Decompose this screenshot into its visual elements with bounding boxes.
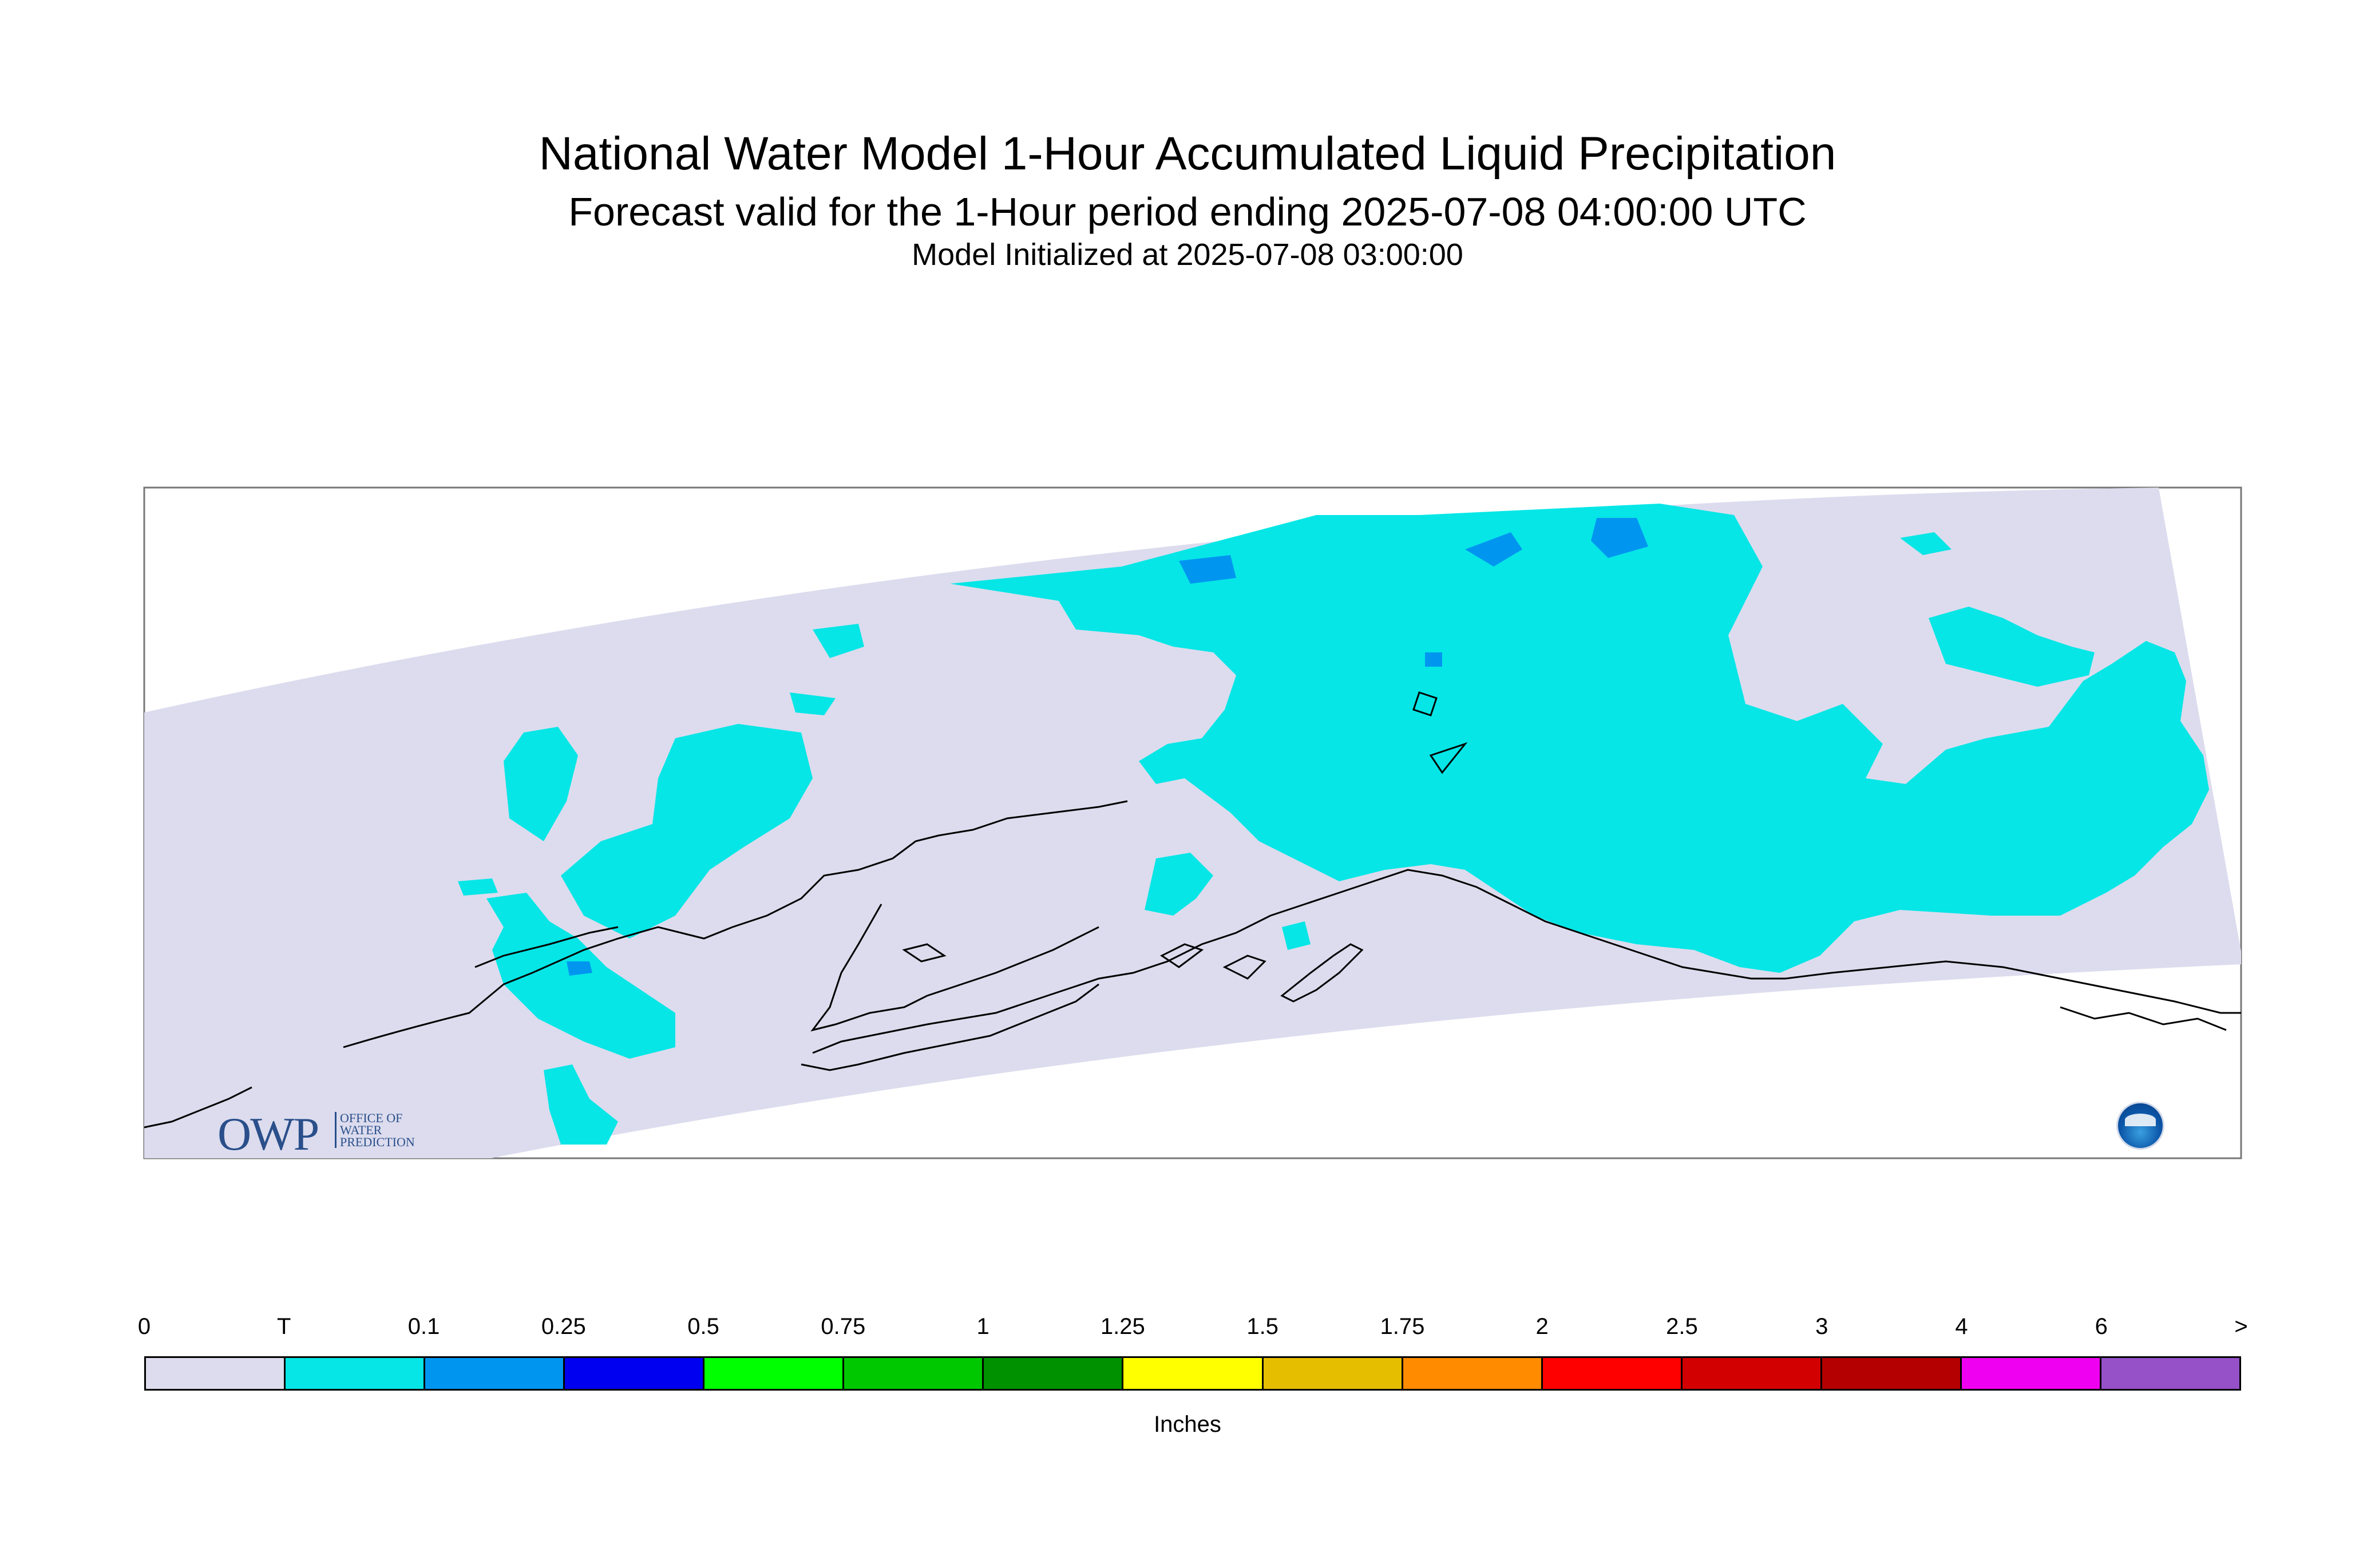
legend-swatch-2 bbox=[425, 1358, 565, 1389]
precip-area-east bbox=[1929, 607, 2095, 687]
legend-tick-label: 3 bbox=[1815, 1314, 1828, 1339]
precip-area-west-4 bbox=[544, 1064, 618, 1145]
legend-tick-label: 0.1 bbox=[407, 1314, 440, 1339]
owp-logo-text: OWP bbox=[217, 1108, 319, 1160]
precip-area-west-1 bbox=[504, 727, 578, 841]
legend-color-bar bbox=[144, 1356, 2241, 1391]
legend-units: Inches bbox=[1154, 1412, 1221, 1437]
precip-area-cook-inlet bbox=[1145, 853, 1213, 916]
coastline bbox=[144, 691, 2241, 1129]
precip-light-blue-2 bbox=[1465, 532, 1522, 567]
owp-logo-line-3: PREDICTION bbox=[340, 1135, 415, 1149]
legend-tick-label: 0.75 bbox=[821, 1314, 866, 1339]
legend-swatch-6 bbox=[984, 1358, 1124, 1389]
precip-light-blue-1 bbox=[1591, 518, 1648, 558]
coastline-south-peninsula bbox=[801, 983, 1099, 1071]
precip-light-blue-areas bbox=[567, 518, 1648, 976]
legend-swatch-0 bbox=[146, 1358, 286, 1389]
owp-logo: OWP OFFICE OF WATER PREDICTION bbox=[217, 1107, 415, 1161]
precip-light-blue-5 bbox=[1425, 652, 1442, 667]
owp-logo-line-1: OFFICE OF bbox=[340, 1111, 403, 1125]
precip-area-west-6 bbox=[813, 624, 864, 658]
precip-area-west-7 bbox=[458, 878, 498, 896]
precip-area-northeast bbox=[1900, 532, 1952, 555]
owp-logo-subtext: OFFICE OF WATER PREDICTION bbox=[335, 1111, 415, 1149]
owp-logo-line-2: WATER bbox=[340, 1123, 382, 1137]
legend-swatch-11 bbox=[1682, 1358, 1822, 1389]
precip-light-blue-3 bbox=[1179, 555, 1236, 584]
legend-swatch-9 bbox=[1403, 1358, 1543, 1389]
legend-tick-label: 0.25 bbox=[541, 1314, 586, 1339]
legend-swatch-1 bbox=[286, 1358, 426, 1389]
coastline-northwest bbox=[474, 926, 619, 968]
precip-area-west-3 bbox=[486, 893, 675, 1059]
precip-light-blue-4 bbox=[567, 961, 592, 976]
legend-swatch-4 bbox=[704, 1358, 845, 1389]
legend-tick-label: 2.5 bbox=[1666, 1314, 1698, 1339]
legend-tick-label: 6 bbox=[2095, 1314, 2108, 1339]
map-title: National Water Model 1-Hour Accumulated … bbox=[539, 128, 1836, 180]
noaa-logo-icon bbox=[2116, 1102, 2164, 1150]
coastline-yukon-river bbox=[1429, 742, 1468, 774]
legend-tick-label: 1 bbox=[976, 1314, 989, 1339]
precip-trace-areas bbox=[458, 504, 2209, 1145]
legend-tick-label: 1.5 bbox=[1246, 1314, 1278, 1339]
coastline-mainland bbox=[343, 800, 1128, 1048]
legend-tick-label: T bbox=[277, 1314, 291, 1339]
legend-tick-label: 2 bbox=[1535, 1314, 1549, 1339]
precip-area-west-2 bbox=[561, 724, 813, 939]
coastline-east bbox=[2060, 1006, 2227, 1031]
coastline-kodiak bbox=[1280, 943, 1364, 1003]
coastline-peninsula bbox=[812, 869, 2241, 1054]
coastline-lake bbox=[902, 943, 947, 963]
coastline-islands bbox=[1160, 943, 1266, 980]
legend-tick-label: 4 bbox=[1955, 1314, 1968, 1339]
legend-tick-label: 1.75 bbox=[1380, 1314, 1425, 1339]
legend-tick-label: 1.25 bbox=[1100, 1314, 1145, 1339]
model-init-time: Model Initialized at 2025-07-08 03:00:00 bbox=[912, 237, 1463, 272]
legend-swatch-10 bbox=[1542, 1358, 1683, 1389]
legend-swatch-5 bbox=[844, 1358, 984, 1389]
precip-area-central bbox=[950, 504, 2209, 973]
precip-area-west-5 bbox=[790, 692, 836, 715]
coastline-bristol bbox=[810, 904, 1099, 1032]
legend-swatch-7 bbox=[1123, 1358, 1264, 1389]
coastline-southwest bbox=[144, 1086, 252, 1129]
legend-tick-label: 0.5 bbox=[687, 1314, 719, 1339]
legend-swatch-13 bbox=[1961, 1358, 2101, 1389]
legend-tick-label: 0 bbox=[137, 1314, 151, 1339]
legend-swatch-12 bbox=[1822, 1358, 1962, 1389]
legend-swatch-8 bbox=[1263, 1358, 1403, 1389]
legend-swatch-14 bbox=[2101, 1358, 2239, 1389]
coastline-lake-2 bbox=[1412, 691, 1438, 716]
precip-area-south bbox=[1282, 921, 1311, 950]
map-subtitle: Forecast valid for the 1-Hour period end… bbox=[568, 189, 1807, 234]
legend-tick-label: > bbox=[2234, 1314, 2248, 1339]
legend-swatch-3 bbox=[565, 1358, 705, 1389]
